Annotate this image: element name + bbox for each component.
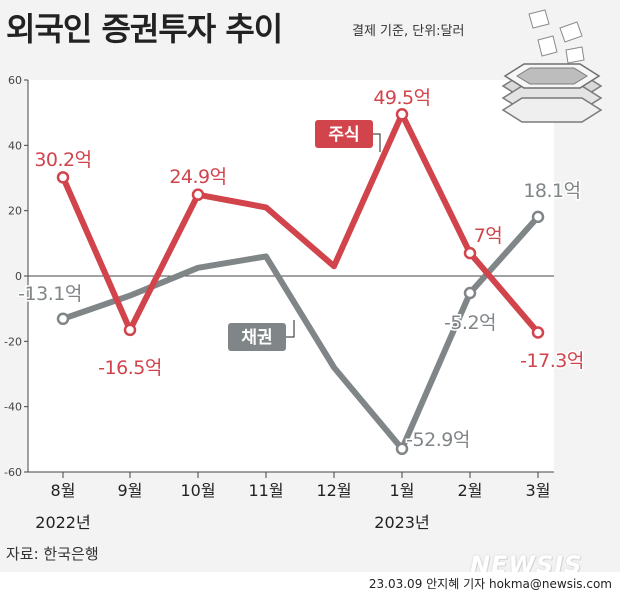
bond-series-line xyxy=(60,213,541,452)
y-tick-label: 20 xyxy=(8,205,22,218)
x-tick-label: 12월 xyxy=(316,481,351,500)
bond-data-point xyxy=(531,210,545,224)
stock-data-label: 30.2억 xyxy=(34,149,91,171)
stock-callout-label: 주식 xyxy=(328,125,359,145)
year-label: 2023년 xyxy=(374,513,429,532)
bond-data-point xyxy=(463,286,477,300)
year-label: 2022년 xyxy=(35,513,90,532)
bond-data-label: -13.1억 xyxy=(18,283,82,305)
bond-data-point xyxy=(56,312,70,326)
x-tick-label: 1월 xyxy=(390,481,415,500)
y-tick-label: -20 xyxy=(4,335,22,348)
stock-data-point xyxy=(531,326,545,339)
byline: 23.03.09 안지혜 기자 hokma@newsis.com xyxy=(368,577,612,591)
stock-data-label: -17.3억 xyxy=(520,350,584,372)
bond-callout-label: 채권 xyxy=(241,328,272,348)
x-tick-label: 3월 xyxy=(526,481,551,500)
y-tick-label: -40 xyxy=(4,401,22,414)
x-tick-label: 10월 xyxy=(180,481,215,500)
bond-data-point xyxy=(395,442,409,456)
stock-data-point xyxy=(395,108,409,121)
stock-data-point xyxy=(191,188,205,201)
stock-data-label: 7억 xyxy=(474,225,503,247)
stock-data-label: 24.9억 xyxy=(169,166,226,188)
stock-data-label: -16.5억 xyxy=(98,357,162,379)
page-title: 외국인 증권투자 추이 xyxy=(6,10,283,48)
x-tick-label: 9월 xyxy=(118,481,143,500)
stock-data-point xyxy=(463,246,477,260)
y-tick-label: 60 xyxy=(8,74,22,87)
y-tick-label: 0 xyxy=(15,270,22,283)
y-tick-label: 40 xyxy=(8,139,22,152)
bond-data-label: 18.1억 xyxy=(523,180,580,202)
stock-data-label: 49.5억 xyxy=(373,87,430,109)
stock-callout-box xyxy=(315,120,373,148)
bond-data-label: -5.2억 xyxy=(444,312,496,334)
stock-data-point xyxy=(123,323,137,337)
stock-callout-leader xyxy=(373,133,381,152)
x-tick-label: 8월 xyxy=(51,481,76,500)
stock-data-point xyxy=(56,171,70,184)
bond-data-label: -52.9억 xyxy=(406,429,470,451)
securities-stack-icon xyxy=(501,9,603,123)
credit-bar xyxy=(0,572,620,594)
data-source: 자료: 한국은행 xyxy=(6,545,99,563)
x-tick-label: 11월 xyxy=(248,481,283,500)
chart-subtitle: 결제 기준, 단위:달러 xyxy=(352,24,465,39)
y-tick-label: -60 xyxy=(4,466,22,479)
bond-callout-leader xyxy=(286,320,295,338)
stock-series-line xyxy=(60,111,541,336)
bond-callout-box xyxy=(228,323,286,351)
x-tick-label: 2월 xyxy=(458,481,483,500)
